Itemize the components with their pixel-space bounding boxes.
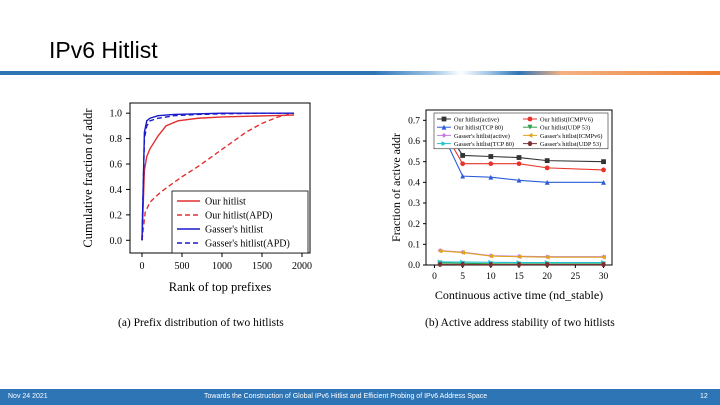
legend-label-0: Our hitlist(active) — [454, 116, 499, 123]
series-line-0 — [141, 114, 295, 241]
data-point — [544, 262, 550, 267]
data-point — [488, 253, 494, 259]
legend-label-5: Gasser's hitlist(ICMPv6) — [540, 133, 603, 140]
data-point — [488, 161, 494, 167]
series-line-1 — [141, 112, 295, 241]
data-point — [544, 254, 550, 260]
x-tick-label: 25 — [571, 272, 581, 282]
y-tick-label: 1.0 — [110, 109, 123, 120]
series-line-2 — [439, 128, 604, 183]
address-stability-chart: 0 5 10 15 20 25 30 0.0 0.1 0.2 0.3 0.4 0.5 0.6 0.7 Cont… — [390, 109, 613, 302]
slide-title: IPv6 Hitlist — [49, 37, 158, 63]
legend-label-3: Gasser's hitlist(APD) — [205, 239, 290, 250]
y-tick-label: 0.4 — [408, 179, 420, 189]
data-point — [544, 165, 550, 171]
y-tick-label: 0.0 — [408, 261, 420, 271]
title-divider — [0, 71, 720, 75]
data-point — [460, 250, 466, 255]
x-tick-label: 1000 — [212, 261, 232, 272]
data-point — [460, 153, 466, 158]
data-point — [544, 158, 550, 164]
legend-label-0: Our hitlist — [205, 197, 246, 208]
x-tick-label: 15 — [514, 272, 524, 282]
data-point — [516, 254, 522, 260]
data-point — [544, 179, 550, 185]
legend-label-2: Gasser's hitlist — [205, 225, 263, 236]
y-tick-label: 0.0 — [110, 236, 123, 247]
legend-marker-3 — [527, 124, 533, 130]
x-tick-label: 500 — [175, 261, 190, 272]
series-line-1 — [439, 124, 604, 171]
x-tick-label: 2000 — [292, 261, 312, 272]
legend-label-2: Our hitlist(TCP 80) — [454, 125, 503, 132]
data-point — [601, 254, 606, 260]
y-axis-label: Cumulative fraction of addr — [81, 108, 95, 248]
legend-marker-2 — [441, 124, 447, 130]
legend-box — [433, 112, 609, 150]
legend-label-4: Gasser's hitlist(active) — [454, 133, 510, 140]
data-point — [516, 177, 522, 183]
x-tick-label: 0 — [140, 261, 145, 272]
footer-bar: Nov 24 2021 Towards the Construction of … — [0, 389, 720, 405]
series-line-5 — [440, 250, 604, 258]
data-point — [601, 159, 606, 165]
y-tick-label: 0.7 — [408, 117, 420, 127]
legend-label-7: Gasser's hitlist(UDP 53) — [540, 141, 601, 148]
data-point — [460, 173, 466, 179]
data-point — [437, 261, 443, 267]
legend-marker-7 — [527, 141, 533, 146]
data-point — [488, 262, 494, 267]
data-point — [437, 248, 443, 254]
x-axis-label: Rank of top prefixes — [169, 280, 272, 294]
x-tick-label: 30 — [599, 272, 609, 282]
caption-b: (b) Active address stability of two hitl… — [425, 317, 615, 329]
x-tick-label: 5 — [460, 272, 465, 282]
legend-marker-6 — [441, 141, 447, 146]
footer-date: Nov 24 2021 — [8, 393, 48, 400]
legend-marker-1 — [527, 116, 533, 122]
legend-label-1: Our hitlist(APD) — [205, 211, 273, 222]
series-line-3 — [141, 112, 294, 241]
data-point — [460, 161, 466, 167]
footer-title: Towards the Construction of Global IPv6 … — [204, 393, 488, 400]
y-tick-label: 0.8 — [110, 134, 123, 145]
y-tick-label: 0.3 — [408, 199, 420, 209]
series-line-3 — [440, 262, 604, 265]
legend-marker-5 — [527, 133, 533, 138]
caption-a: (a) Prefix distribution of two hitlists — [118, 317, 284, 329]
y-tick-label: 0.2 — [408, 220, 420, 230]
legend-label-1: Our hitlist(ICMPV6) — [540, 116, 593, 123]
y-tick-label: 0.4 — [110, 185, 123, 196]
data-point — [516, 155, 522, 160]
page-number: 12 — [700, 393, 708, 400]
prefix-distribution-chart: 0 500 1000 1500 2000 0.0 0.2 0.4 0.6 0.8 1.0 Rank o… — [81, 102, 312, 294]
series-line-2 — [141, 112, 294, 241]
y-tick-label: 0.5 — [408, 158, 420, 168]
x-axis-label: Continuous active time (nd_stable) — [435, 288, 603, 302]
data-point — [601, 179, 606, 185]
data-point — [488, 154, 494, 159]
y-axis-label: Fraction of active addr — [390, 133, 403, 242]
data-point — [601, 167, 606, 173]
x-tick-label: 20 — [542, 272, 552, 282]
legend-marker-0 — [441, 116, 447, 122]
y-tick-label: 0.6 — [408, 137, 420, 147]
y-tick-label: 0.1 — [408, 241, 420, 251]
data-point — [516, 161, 522, 167]
y-tick-label: 0.6 — [110, 160, 123, 171]
data-point — [488, 174, 494, 180]
data-point — [601, 262, 606, 267]
legend-label-6: Gasser's hitlist(TCP 80) — [454, 141, 514, 148]
series-line-6 — [440, 261, 604, 264]
x-tick-label: 1500 — [252, 261, 272, 272]
data-point — [460, 262, 466, 267]
x-tick-label: 0 — [432, 272, 437, 282]
series-line-0 — [439, 120, 604, 163]
legend-label-3: Our hitlist(UDP 53) — [540, 125, 590, 132]
y-tick-label: 0.2 — [110, 210, 123, 221]
x-tick-label: 10 — [486, 272, 496, 282]
data-point — [516, 262, 522, 267]
